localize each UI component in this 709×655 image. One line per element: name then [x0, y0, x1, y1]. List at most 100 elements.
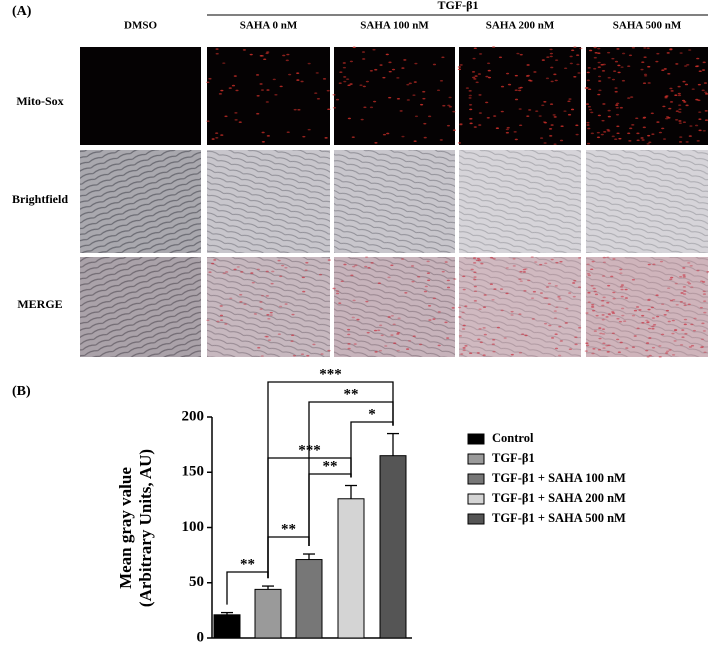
fluorescence	[666, 52, 670, 54]
fluorescence	[473, 276, 477, 278]
fluorescence	[698, 118, 702, 120]
fluorescence	[220, 89, 224, 92]
fluorescence	[588, 108, 593, 111]
fluorescence	[611, 312, 616, 314]
fluorescence	[522, 268, 526, 271]
fluorescence	[577, 72, 581, 74]
fluorescence	[270, 282, 274, 285]
fluorescence	[631, 124, 635, 126]
fluorescence	[410, 265, 415, 267]
fluorescence	[478, 53, 483, 55]
fluorescence	[656, 52, 660, 55]
fluorescence	[483, 294, 487, 296]
fluorescence	[612, 258, 616, 260]
fluorescence	[485, 101, 489, 104]
fluorescence	[573, 75, 577, 78]
micrograph	[207, 257, 330, 357]
fluorescence	[464, 305, 468, 307]
fluorescence	[255, 74, 260, 76]
fluorescence	[558, 354, 562, 357]
fluorescence	[683, 101, 687, 103]
fluorescence	[688, 346, 692, 348]
fluorescence	[684, 332, 688, 335]
fluorescence	[446, 279, 450, 282]
fluorescence	[669, 278, 673, 281]
fluorescence	[675, 118, 679, 121]
fluorescence	[535, 110, 539, 112]
fluorescence	[462, 349, 466, 352]
fluorescence	[543, 297, 547, 299]
fluorescence	[573, 279, 577, 282]
fluorescence	[424, 285, 428, 288]
fluorescence	[208, 271, 212, 273]
fluorescence	[322, 78, 327, 80]
fluorescence	[291, 334, 295, 337]
fluorescence	[265, 295, 269, 297]
fluorescence	[592, 348, 596, 350]
fluorescence	[266, 89, 270, 91]
fluorescence	[614, 138, 618, 141]
fluorescence	[516, 52, 520, 55]
fluorescence	[597, 52, 601, 55]
fluorescence	[644, 74, 648, 77]
fluorescence	[591, 260, 595, 263]
fluorescence	[702, 61, 706, 64]
fluorescence	[518, 351, 523, 354]
fluorescence	[618, 320, 623, 323]
fluorescence	[567, 113, 572, 116]
fluorescence	[236, 266, 240, 268]
fluorescence	[696, 140, 700, 142]
fluorescence	[422, 97, 426, 100]
column-header: SAHA 200 nM	[486, 20, 555, 32]
fluorescence	[587, 105, 592, 108]
fluorescence	[500, 309, 504, 312]
fluorescence	[373, 100, 377, 103]
y-tick-label: 50	[189, 574, 204, 590]
micrograph	[586, 150, 708, 253]
fluorescence	[555, 261, 559, 264]
fluorescence	[340, 280, 344, 283]
legend-swatch	[467, 433, 485, 445]
fluorescence	[253, 313, 257, 315]
fluorescence	[569, 55, 573, 58]
fluorescence	[554, 79, 558, 82]
fluorescence	[359, 84, 363, 87]
fluorescence	[437, 344, 441, 347]
fluorescence	[286, 131, 290, 134]
fluorescence	[242, 49, 246, 51]
fluorescence	[491, 298, 495, 301]
fluorescence	[393, 342, 397, 345]
fluorescence	[374, 68, 378, 71]
fluorescence	[251, 281, 255, 284]
fluorescence	[272, 78, 276, 81]
fluorescence	[377, 282, 381, 284]
legend-label: Control	[492, 431, 534, 445]
fluorescence	[586, 263, 590, 266]
fluorescence	[679, 344, 684, 346]
fluorescence	[459, 123, 463, 126]
tint	[80, 257, 201, 357]
fluorescence	[374, 141, 378, 144]
fluorescence	[526, 74, 531, 77]
fluorescence	[459, 64, 463, 66]
fluorescence	[597, 47, 601, 50]
fluorescence	[271, 270, 275, 273]
fluorescence	[413, 81, 417, 83]
fluorescence	[267, 339, 272, 341]
fluorescence	[290, 340, 294, 342]
fluorescence	[464, 345, 468, 347]
fluorescence	[568, 292, 572, 294]
fluorescence	[550, 80, 554, 83]
fluorescence	[489, 283, 493, 285]
fluorescence	[505, 292, 509, 295]
fluorescence	[222, 272, 226, 275]
fluorescence	[602, 256, 606, 259]
fluorescence	[673, 340, 677, 342]
fluorescence	[668, 107, 672, 110]
fluorescence	[587, 127, 591, 130]
fluorescence	[667, 287, 671, 289]
fluorescence	[412, 335, 416, 337]
fluorescence	[437, 311, 441, 313]
fluorescence	[664, 95, 668, 98]
